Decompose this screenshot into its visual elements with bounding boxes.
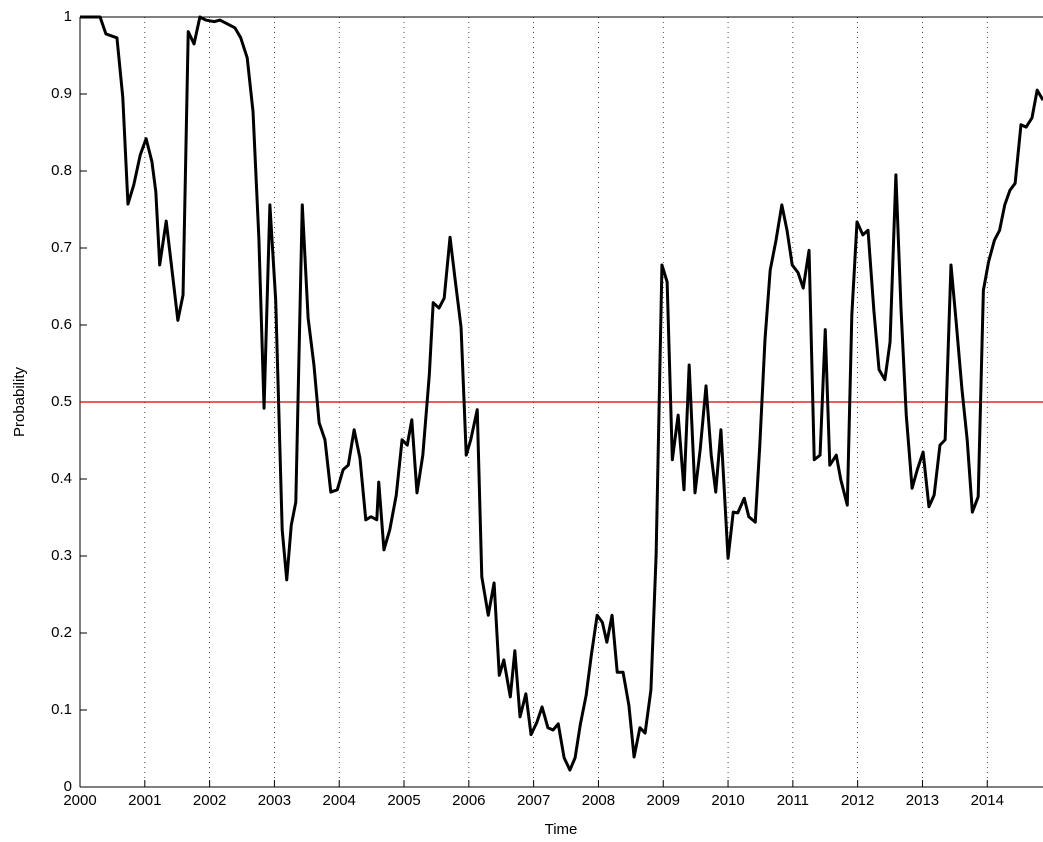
y-tick-label: 0.1 [51, 701, 72, 718]
x-tick-label: 2002 [193, 792, 226, 809]
x-tick-label: 2012 [841, 792, 874, 809]
y-tick-label: 0.7 [51, 239, 72, 256]
y-tick-label: 0.9 [51, 85, 72, 102]
y-axis-label: Probability [11, 366, 28, 437]
y-tick-label: 1 [64, 8, 72, 25]
x-tick-label: 2009 [647, 792, 680, 809]
y-tick-label: 0.3 [51, 547, 72, 564]
x-tick-label: 2007 [517, 792, 550, 809]
x-tick-label: 2014 [971, 792, 1004, 809]
data-line [80, 15, 1043, 772]
x-tick-label: 2000 [63, 792, 96, 809]
x-tick-label: 2008 [582, 792, 615, 809]
y-tick-label: 0.2 [51, 624, 72, 641]
x-tick-label: 2006 [452, 792, 485, 809]
x-tick-label: 2013 [906, 792, 939, 809]
x-tick-label: 2003 [258, 792, 291, 809]
x-tick-label: 2011 [777, 792, 809, 809]
x-tick-label: 2010 [711, 792, 744, 809]
x-tick-label: 2005 [387, 792, 420, 809]
x-axis-label: Time [545, 821, 578, 838]
x-tick-label: 2001 [128, 792, 161, 809]
y-tick-label: 0 [64, 778, 72, 795]
y-tick-label: 0.5 [51, 393, 72, 410]
x-tick-label: 2004 [323, 792, 356, 809]
y-tick-label: 0.6 [51, 316, 72, 333]
y-tick-label: 0.8 [51, 162, 72, 179]
y-tick-label: 0.4 [51, 470, 72, 487]
